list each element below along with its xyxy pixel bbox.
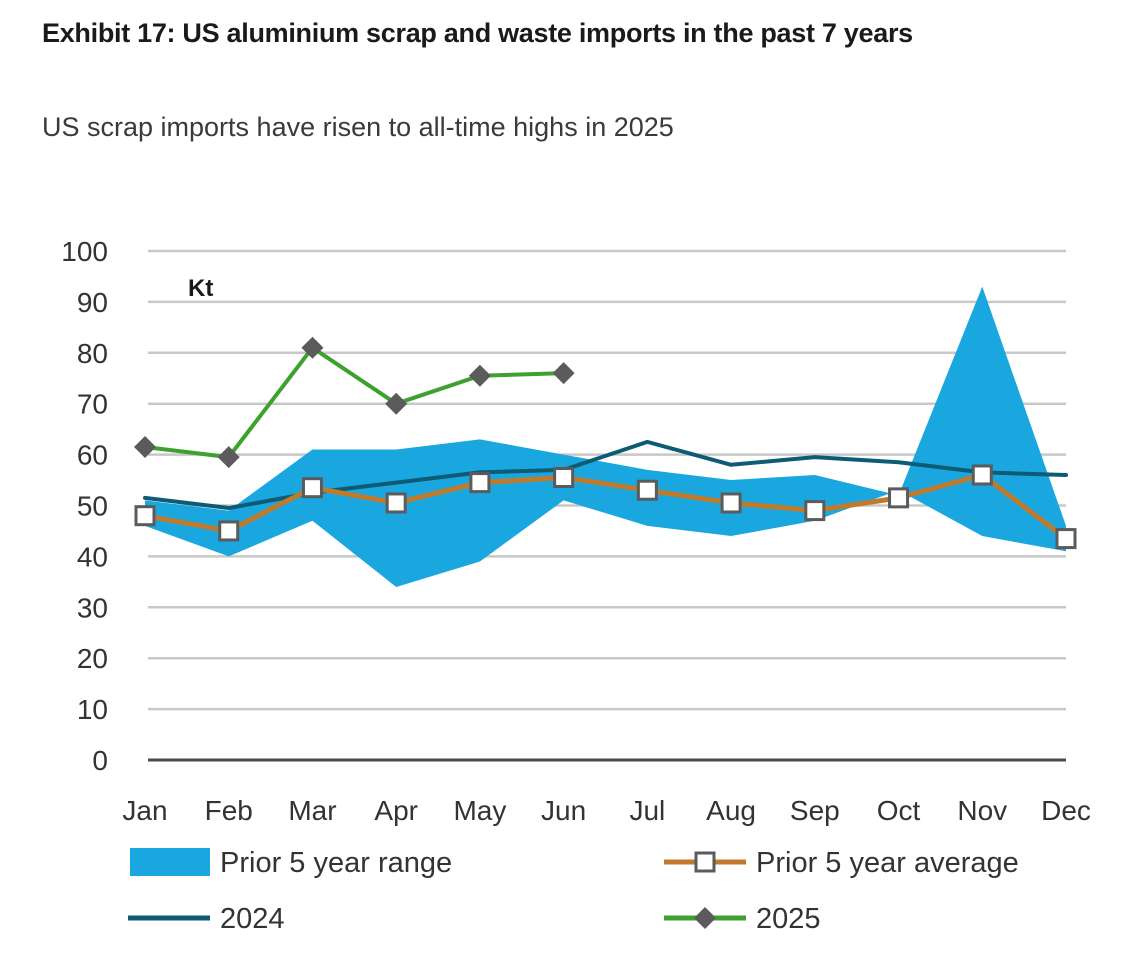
y-tick-label: 10: [77, 694, 108, 725]
series-2025-marker: [134, 435, 156, 458]
y-tick-label: 90: [77, 287, 108, 318]
x-tick-label: May: [453, 795, 506, 826]
average-marker: [134, 505, 156, 527]
x-tick-label: Sep: [790, 795, 840, 826]
y-tick-label: 20: [77, 643, 108, 674]
y-tick-label: 80: [77, 338, 108, 369]
legend-marker-diamond: [694, 907, 716, 929]
x-tick-label: Jan: [122, 795, 167, 826]
legend-swatch-range: [130, 848, 210, 876]
chart-subtitle: US scrap imports have risen to all-time …: [42, 112, 674, 142]
series-2025-marker: [217, 446, 240, 469]
series-2025-marker: [385, 392, 408, 415]
legend-label: 2025: [756, 903, 821, 935]
x-tick-label: Feb: [205, 795, 253, 826]
x-tick-label: Jul: [629, 795, 665, 826]
y-tick-label: 70: [77, 389, 108, 420]
x-tick-label: Aug: [706, 795, 756, 826]
unit-label: Kt: [188, 275, 213, 302]
average-marker: [804, 500, 826, 522]
y-tick-label: 30: [77, 592, 108, 623]
average-marker: [553, 467, 575, 489]
x-tick-label: Apr: [374, 795, 418, 826]
series-2025-marker: [552, 362, 575, 385]
legend-label: Prior 5 year average: [756, 847, 1019, 879]
average-marker: [218, 520, 240, 542]
legend-label: Prior 5 year range: [220, 847, 452, 879]
y-tick-label: 100: [61, 236, 108, 267]
x-tick-label: Oct: [877, 795, 921, 826]
average-marker: [888, 487, 910, 509]
y-tick-label: 60: [77, 440, 108, 471]
x-tick-label: Dec: [1041, 795, 1091, 826]
range-band: [145, 286, 1066, 587]
average-marker: [301, 477, 323, 499]
average-marker: [636, 479, 658, 501]
series-2025-marker: [468, 364, 491, 387]
x-tick-label: Nov: [957, 795, 1007, 826]
average-marker: [385, 492, 407, 514]
average-marker: [971, 464, 993, 486]
series-line-2025: [143, 345, 566, 460]
average-marker: [1055, 528, 1077, 550]
series-2025-marker: [301, 336, 324, 359]
x-tick-label: Mar: [288, 795, 336, 826]
y-tick-label: 50: [77, 491, 108, 522]
legend-label: 2024: [220, 903, 285, 935]
y-tick-label: 0: [92, 745, 108, 776]
average-marker: [720, 492, 742, 514]
series-line-prior-5-year-average: [142, 472, 1069, 542]
x-tick-label: Jun: [541, 795, 586, 826]
y-tick-label: 40: [77, 541, 108, 572]
legend-marker-square: [694, 851, 716, 873]
average-marker: [469, 472, 491, 494]
chart-title: Exhibit 17: US aluminium scrap and waste…: [42, 18, 913, 48]
